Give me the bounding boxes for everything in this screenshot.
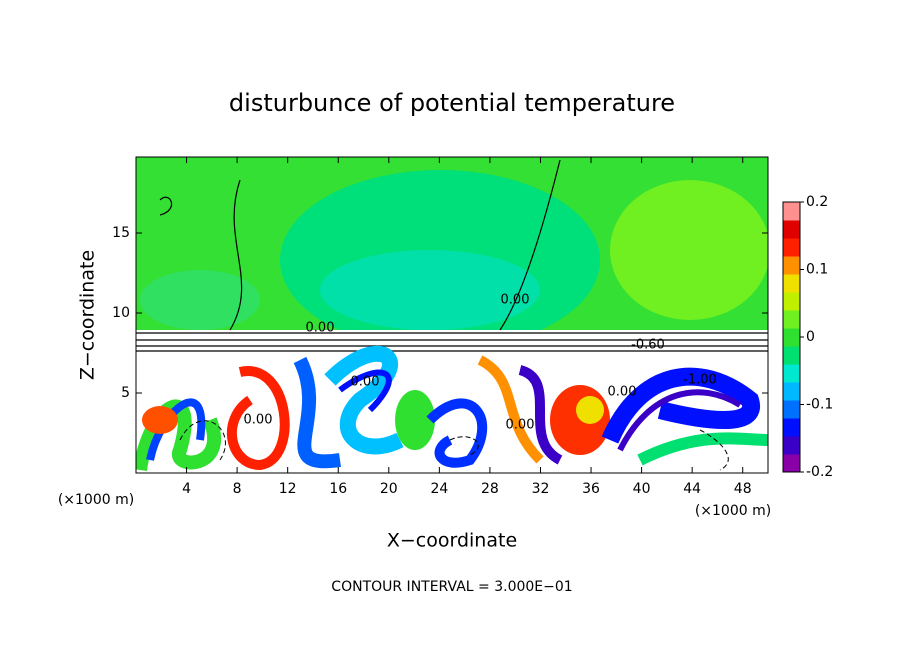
x-tick-label: 8 [233,481,242,497]
colorbar: -0.2 -0.1 0 0.1 0.2 [782,194,833,480]
x-tick-label: 16 [329,481,347,497]
colorbar-swatch [783,382,800,401]
colorbar-tick-label: -0.1 [806,397,833,413]
colorbar-swatch [783,364,800,383]
contour-label: 0.00 [306,321,335,336]
colorbar-tick-label: 0 [806,329,815,345]
y-tick-label: 5 [121,385,130,401]
plot-frame [135,156,769,474]
colorbar-swatch [783,310,800,329]
contour-label: -1.00 [683,373,717,388]
colorbar-swatch [783,400,800,419]
x-tick-label: 36 [582,481,600,497]
x-unit-label: (×1000 m) [58,492,134,508]
field [136,157,768,473]
x-unit-label: (×1000 m) [695,503,771,519]
x-tick-label: 28 [481,481,499,497]
contour-label: 0.00 [244,413,273,428]
colorbar-tick-label: 0.1 [806,262,828,278]
x-tick-label: 4 [182,481,191,497]
colorbar-swatch [783,292,800,311]
colorbar-swatch [783,202,800,221]
contour-label: -0.60 [631,338,665,353]
colorbar-swatch [783,238,800,257]
x-tick-label: 40 [633,481,651,497]
colorbar-swatch [783,418,800,437]
colorbar-swatch [783,220,800,239]
contour-label: 0.00 [351,375,380,390]
y-tick-label: 15 [112,225,130,241]
chart-title: disturbunce of potential temperature [229,89,675,117]
footer-note: CONTOUR INTERVAL = 3.000E−01 [331,579,572,595]
colorbar-tick-label: -0.2 [806,464,833,480]
contour-label: 0.00 [501,293,530,308]
y-axis-label: Z−coordinate [77,250,99,380]
x-tick-label: 24 [430,481,448,497]
colorbar-swatch [783,256,800,275]
x-tick-label: 20 [380,481,398,497]
colorbar-swatch [783,346,800,365]
colorbar-swatch [783,454,800,473]
x-tick-label: 32 [532,481,550,497]
contour-label: 0.00 [608,385,637,400]
contour-label: 0.00 [506,418,535,433]
x-tick-label: 12 [279,481,297,497]
x-tick-label: 48 [734,481,752,497]
x-tick-label: 44 [683,481,701,497]
colorbar-tick-label: 0.2 [806,194,828,210]
colorbar-swatch [783,274,800,293]
y-tick-label: 10 [112,305,130,321]
x-axis-label: X−coordinate [387,530,517,552]
colorbar-swatch [783,328,800,347]
colorbar-swatch [783,436,800,455]
